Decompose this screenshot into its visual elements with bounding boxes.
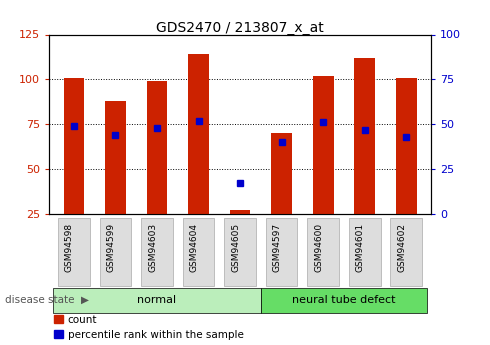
FancyBboxPatch shape (224, 218, 256, 286)
Text: GSM94598: GSM94598 (65, 223, 74, 272)
Bar (230, 210, 250, 214)
FancyBboxPatch shape (391, 218, 422, 286)
Text: GSM94602: GSM94602 (397, 223, 406, 272)
Text: neural tube defect: neural tube defect (292, 295, 396, 305)
FancyBboxPatch shape (307, 218, 339, 286)
Bar (64, 78, 84, 214)
Text: GSM94603: GSM94603 (148, 223, 157, 272)
Bar (313, 76, 334, 214)
Text: GDS2470 / 213807_x_at: GDS2470 / 213807_x_at (156, 21, 324, 35)
Bar (105, 101, 126, 214)
Text: GSM94597: GSM94597 (272, 223, 282, 272)
Bar (188, 54, 209, 214)
Text: GSM94604: GSM94604 (190, 223, 198, 272)
FancyBboxPatch shape (349, 218, 381, 286)
Bar (271, 133, 292, 214)
Legend: count, percentile rank within the sample: count, percentile rank within the sample (54, 315, 244, 340)
Bar (354, 58, 375, 214)
Bar (147, 81, 168, 214)
FancyBboxPatch shape (266, 218, 297, 286)
Text: GSM94605: GSM94605 (231, 223, 240, 272)
Text: GSM94601: GSM94601 (356, 223, 365, 272)
Text: GSM94599: GSM94599 (106, 223, 116, 272)
FancyBboxPatch shape (99, 218, 131, 286)
FancyBboxPatch shape (53, 288, 261, 313)
Bar (396, 78, 416, 214)
Text: GSM94600: GSM94600 (314, 223, 323, 272)
FancyBboxPatch shape (58, 218, 90, 286)
FancyBboxPatch shape (183, 218, 214, 286)
FancyBboxPatch shape (141, 218, 173, 286)
FancyBboxPatch shape (261, 288, 427, 313)
Text: normal: normal (138, 295, 176, 305)
Text: disease state  ▶: disease state ▶ (5, 295, 89, 305)
